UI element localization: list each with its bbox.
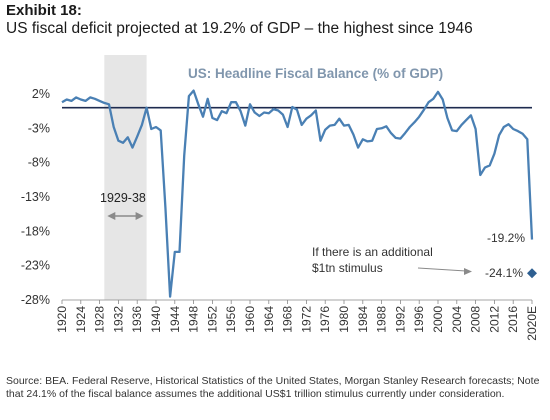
x-tick-label: 1956 (224, 306, 238, 333)
shaded-period-1929-38 (104, 55, 147, 300)
x-tick-label: 2020E (525, 306, 539, 341)
y-tick-label: -18% (21, 224, 50, 238)
y-tick-label: -8% (28, 156, 50, 170)
arrow-right-icon (135, 212, 144, 220)
x-tick-label: 1948 (187, 306, 201, 333)
y-tick-label: -23% (21, 259, 50, 273)
x-tick-label: 1984 (356, 306, 370, 333)
x-tick-label: 1960 (243, 306, 257, 333)
stimulus-arrow (417, 267, 467, 272)
x-tick-label: 1924 (74, 306, 88, 333)
x-tick-label: 1976 (318, 306, 332, 333)
fiscal-balance-line (61, 89, 534, 298)
stimulus-note-line2: $1tn stimulus (312, 261, 383, 275)
x-tick-label: 1936 (130, 306, 144, 333)
exhibit-label: Exhibit 18: (6, 2, 82, 19)
stimulus-diamond-marker (527, 268, 537, 279)
y-tick-label: -3% (28, 121, 50, 135)
shade-period-label: 1929-38 (100, 191, 146, 205)
data-label-2020: -19.2% (487, 231, 525, 245)
x-tick-label: 1988 (375, 306, 389, 333)
x-tick-label: 2004 (450, 306, 464, 333)
x-tick-label: 2008 (469, 306, 483, 333)
x-tick-label: 1920 (55, 306, 69, 333)
x-tick-label: 1944 (168, 306, 182, 333)
y-axis: 2% -3% -8% -13% -18% -23% -28% (21, 87, 50, 307)
x-tick-label: 1972 (299, 306, 313, 333)
stimulus-note-line1: If there is an additional (312, 245, 433, 259)
x-tick-label: 1928 (93, 306, 107, 333)
y-tick-label: -13% (21, 190, 50, 204)
x-tick-label: 1968 (281, 306, 295, 333)
x-tick-label: 1932 (111, 306, 125, 333)
x-tick-label: 1952 (205, 306, 219, 333)
x-tick-label: 2016 (506, 306, 520, 333)
x-tick-label: 1992 (393, 306, 407, 333)
x-tick-label: 1940 (149, 306, 163, 333)
arrow-head-icon (464, 268, 472, 275)
source-note: Source: BEA. Federal Reserve, Historical… (6, 375, 540, 400)
x-tick-label: 2012 (487, 306, 501, 333)
chart-subtitle: US fiscal deficit projected at 19.2% of … (6, 20, 473, 37)
x-tick-label: 1996 (412, 306, 426, 333)
data-label-stimulus: -24.1% (485, 266, 523, 280)
plot-title: US: Headline Fiscal Balance (% of GDP) (188, 66, 443, 81)
arrow-left-icon (107, 212, 116, 220)
x-tick-label: 2000 (431, 306, 445, 333)
x-tick-label: 1980 (337, 306, 351, 333)
x-tick-label: 1964 (262, 306, 276, 333)
y-tick-label: 2% (32, 87, 50, 101)
y-tick-label: -28% (21, 293, 50, 307)
x-axis: 1920 1924 1928 1932 1936 1940 1944 1948 1952 1956… (55, 299, 539, 341)
fiscal-balance-chart: 2% -3% -8% -13% -18% -23% -28% 1920 1924 1928 193… (21, 55, 539, 341)
